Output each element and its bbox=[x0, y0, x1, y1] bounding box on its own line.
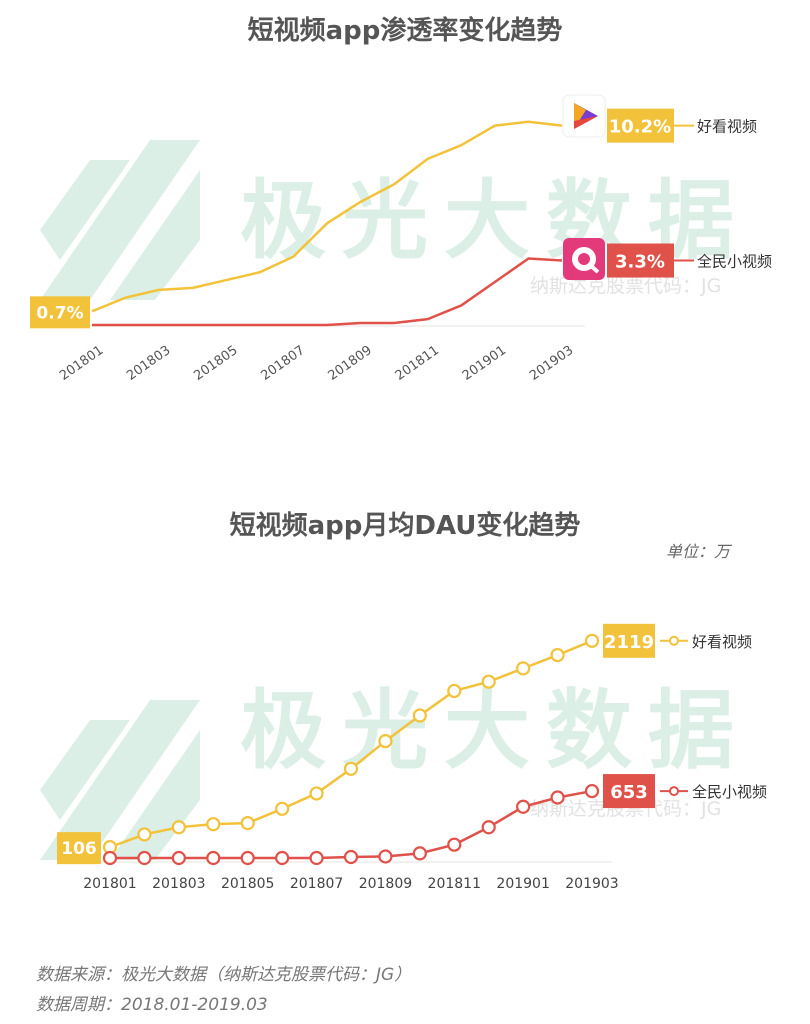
chart1-title: 短视频app渗透率变化趋势 bbox=[247, 16, 563, 46]
chart2-point bbox=[584, 783, 600, 799]
chart1-start-label: 0.7% bbox=[36, 303, 83, 323]
chart2-start-label-box bbox=[57, 832, 101, 865]
chart1-x-tick-label: 201805 bbox=[191, 343, 240, 384]
chart2-point bbox=[240, 850, 255, 866]
watermark-brand-2: 极光大数据 bbox=[240, 681, 750, 781]
chart2-point bbox=[206, 817, 221, 832]
chart2-x-tick-label: 201805 bbox=[221, 876, 274, 892]
chart1-end-label: 10.2% bbox=[609, 117, 671, 138]
chart2-point bbox=[275, 850, 290, 866]
chart2-point bbox=[550, 790, 565, 805]
chart2-title: 短视频app月均DAU变化趋势 bbox=[229, 511, 581, 541]
quanmin-app-icon bbox=[563, 238, 605, 280]
chart2-end-label: 2119 bbox=[604, 632, 654, 653]
chart2-legend-marker bbox=[669, 635, 679, 646]
chart2-point bbox=[412, 846, 427, 861]
chart2-point bbox=[447, 683, 462, 699]
chart2-point bbox=[481, 674, 496, 689]
chart2-end-label-box bbox=[603, 623, 655, 658]
chart2-unit-label: 单位：万 bbox=[665, 542, 730, 561]
chart1-x-tick-label: 201803 bbox=[124, 343, 173, 384]
chart1-end-label-box bbox=[607, 243, 674, 278]
chart2-legend-0: 好看视频 bbox=[692, 633, 752, 651]
chart2-legend-1: 全民小视频 bbox=[692, 783, 767, 801]
chart2-start-label: 106 bbox=[61, 839, 97, 859]
watermark-logo-1 bbox=[40, 140, 200, 300]
chart2-point bbox=[378, 734, 393, 749]
chart2-point bbox=[584, 633, 600, 648]
chart2-svg: 极光大数据 纳斯达克股票代码：JG 201801 201803 201805 2018… bbox=[40, 623, 767, 892]
chart1-svg: 极光大数据 纳斯达克股票代码：JG 201801 201803 201805 2018… bbox=[30, 94, 772, 384]
chart2-point bbox=[378, 849, 393, 864]
haokan-app-icon bbox=[562, 94, 606, 138]
watermark-stock-2: 纳斯达克股票代码：JG bbox=[530, 798, 721, 820]
chart1-x-tick-label: 201809 bbox=[326, 343, 375, 384]
chart2-point bbox=[481, 820, 496, 835]
chart2-x-tick-label: 201903 bbox=[565, 876, 618, 892]
chart1-x-tick-label: 201903 bbox=[527, 343, 576, 384]
chart2-point bbox=[206, 850, 221, 866]
chart2-point bbox=[516, 661, 531, 676]
chart2-point bbox=[516, 799, 531, 814]
chart2-point bbox=[309, 850, 324, 866]
chart2-point bbox=[412, 708, 427, 723]
chart2-x-tick-label: 201811 bbox=[428, 876, 481, 892]
chart2-point bbox=[275, 801, 290, 816]
chart1-x-tick-label: 201801 bbox=[57, 343, 106, 384]
footer-source: 数据来源：极光大数据（纳斯达克股票代码：JG） bbox=[36, 965, 412, 985]
chart2-legend-marker bbox=[669, 786, 679, 797]
chart2-x-tick-label: 201809 bbox=[359, 876, 412, 892]
chart2-point bbox=[240, 816, 255, 831]
chart2-point bbox=[309, 786, 324, 801]
chart2-x-tick-label: 201807 bbox=[290, 876, 343, 892]
chart2-point bbox=[171, 850, 186, 866]
chart2-x-tick-label: 201803 bbox=[152, 876, 205, 892]
chart1-series-line-1 bbox=[92, 257, 563, 327]
chart1-legend-0: 好看视频 bbox=[697, 118, 757, 136]
chart2-point bbox=[550, 647, 565, 663]
chart2-point bbox=[447, 837, 462, 852]
chart1-series-line-0 bbox=[91, 120, 563, 313]
chart2-point bbox=[137, 827, 152, 842]
chart1-end-label-box bbox=[607, 108, 674, 143]
chart2-x-tick-label: 201801 bbox=[83, 876, 136, 892]
chart1-start-label-box bbox=[30, 296, 90, 329]
chart2-point bbox=[343, 849, 359, 865]
chart1-x-tick-label: 201811 bbox=[393, 343, 442, 384]
chart2-point bbox=[171, 820, 186, 835]
chart2-x-tick-label: 201901 bbox=[496, 876, 549, 892]
chart1-x-tick-label: 201901 bbox=[460, 343, 509, 384]
chart1-legend-1: 全民小视频 bbox=[697, 253, 772, 271]
chart2-point bbox=[343, 761, 359, 776]
chart2-point bbox=[137, 850, 152, 866]
footer-period: 数据周期：2018.01-2019.03 bbox=[36, 995, 268, 1015]
chart2-point bbox=[102, 850, 118, 866]
chart1-end-label: 3.3% bbox=[615, 252, 665, 273]
chart2-end-label-box bbox=[603, 774, 655, 809]
chart1-x-tick-label: 201807 bbox=[258, 343, 307, 384]
chart2-end-label: 653 bbox=[610, 782, 648, 803]
watermark-stock-1: 纳斯达克股票代码：JG bbox=[530, 275, 721, 297]
